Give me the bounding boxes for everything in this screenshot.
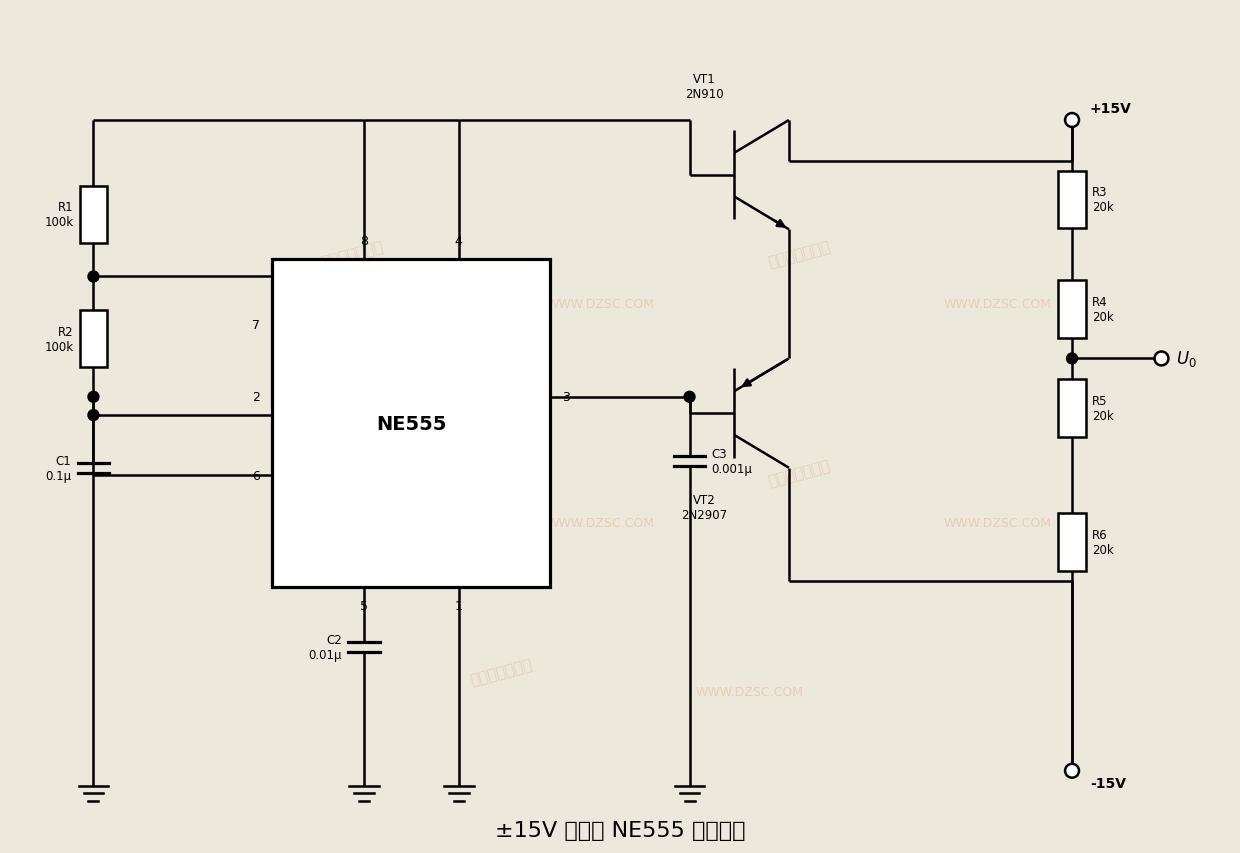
Text: VT2
2N2907: VT2 2N2907 xyxy=(682,493,728,521)
Text: 维库电子市场网: 维库电子市场网 xyxy=(319,458,384,489)
Circle shape xyxy=(1065,114,1079,128)
Bar xyxy=(273,260,551,587)
Circle shape xyxy=(684,392,694,403)
Text: WWW.DZSC.COM: WWW.DZSC.COM xyxy=(944,298,1052,311)
Bar xyxy=(1058,514,1086,572)
Text: R2
100k: R2 100k xyxy=(45,325,73,353)
Text: 2: 2 xyxy=(253,391,260,403)
Text: R5
20k: R5 20k xyxy=(1092,395,1114,422)
Bar xyxy=(1058,380,1086,438)
Text: ±15V 电源的 NE555 定时电路: ±15V 电源的 NE555 定时电路 xyxy=(495,821,745,840)
Text: 6: 6 xyxy=(253,469,260,483)
Text: WWW.DZSC.COM: WWW.DZSC.COM xyxy=(546,516,655,529)
Text: 维库电子市场网: 维库电子市场网 xyxy=(766,240,832,270)
Bar xyxy=(79,186,108,244)
Text: 7: 7 xyxy=(253,319,260,332)
Text: 1: 1 xyxy=(455,599,463,612)
Text: R1
100k: R1 100k xyxy=(45,201,73,229)
Text: 3: 3 xyxy=(563,391,570,403)
Text: 维库电子市场网: 维库电子市场网 xyxy=(467,656,533,688)
Circle shape xyxy=(1066,353,1078,364)
Text: WWW.DZSC.COM: WWW.DZSC.COM xyxy=(944,516,1052,529)
Text: 8: 8 xyxy=(360,235,368,248)
Bar xyxy=(1058,171,1086,229)
Text: 5: 5 xyxy=(360,599,368,612)
Text: VT1
2N910: VT1 2N910 xyxy=(686,73,724,101)
Text: $U_0$: $U_0$ xyxy=(1177,349,1197,369)
Text: 4: 4 xyxy=(455,235,463,248)
Text: R4
20k: R4 20k xyxy=(1092,295,1114,323)
Bar xyxy=(1058,281,1086,338)
Bar xyxy=(79,310,108,368)
Text: C1
0.1μ: C1 0.1μ xyxy=(46,454,72,482)
Text: -15V: -15V xyxy=(1090,775,1126,790)
Text: NE555: NE555 xyxy=(376,414,446,433)
Circle shape xyxy=(88,410,99,421)
Text: 维库电子市场网: 维库电子市场网 xyxy=(319,240,384,270)
Circle shape xyxy=(1154,352,1168,366)
Text: R6
20k: R6 20k xyxy=(1092,529,1114,557)
Text: C2
0.01μ: C2 0.01μ xyxy=(309,633,342,661)
Text: WWW.DZSC.COM: WWW.DZSC.COM xyxy=(696,685,804,698)
Text: +15V: +15V xyxy=(1090,102,1132,116)
Text: C3
0.001μ: C3 0.001μ xyxy=(712,448,753,476)
Text: R3
20k: R3 20k xyxy=(1092,186,1114,214)
Circle shape xyxy=(88,272,99,282)
Text: 维库电子市场网: 维库电子市场网 xyxy=(766,458,832,489)
Circle shape xyxy=(88,392,99,403)
Text: WWW.DZSC.COM: WWW.DZSC.COM xyxy=(546,298,655,311)
Circle shape xyxy=(1065,764,1079,778)
